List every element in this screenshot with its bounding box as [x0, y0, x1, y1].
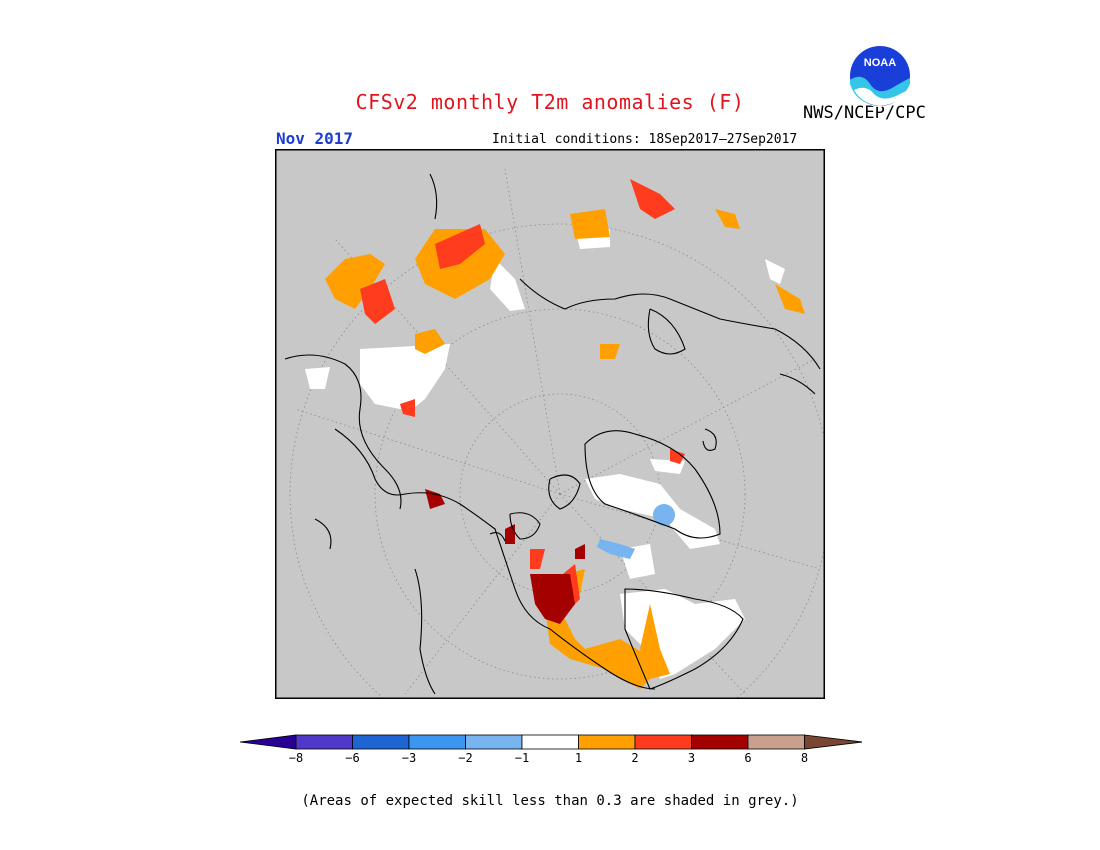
initial-conditions: Initial conditions: 18Sep2017–27Sep2017 — [492, 132, 798, 147]
map-title: CFSv2 monthly T2m anomalies (F) — [355, 90, 745, 114]
coastlines — [284, 173, 821, 695]
colorbar-swatch — [804, 734, 862, 750]
anomaly-darkred — [425, 489, 585, 624]
map-frame — [275, 149, 825, 699]
colorbar-swatch — [295, 734, 353, 750]
colorbar-tick-label: −2 — [458, 751, 473, 765]
colorbar-tick-label: 2 — [631, 751, 639, 765]
forecast-month: Nov 2017 — [276, 129, 354, 148]
colorbar-tick-label: 3 — [687, 751, 696, 765]
colorbar-swatches — [239, 734, 862, 750]
noaa-logo: NOAA — [849, 45, 911, 107]
colorbar — [239, 734, 862, 750]
skill-footnote: (Areas of expected skill less than 0.3 a… — [301, 793, 799, 809]
colorbar-swatch — [465, 734, 523, 750]
colorbar-tick-label: 1 — [574, 751, 583, 765]
colorbar-swatch — [691, 734, 749, 750]
colorbar-tick-label: −8 — [288, 751, 304, 765]
anomaly-lightblue — [597, 504, 675, 559]
anomaly-white — [305, 229, 785, 679]
colorbar-swatch — [578, 734, 636, 750]
arctic-anomaly-map — [275, 149, 825, 699]
colorbar-swatch — [239, 734, 297, 750]
colorbar-tick-label: −3 — [401, 751, 417, 765]
agency-label: NWS/NCEP/CPC — [803, 103, 926, 123]
logo-text: NOAA — [864, 57, 896, 69]
colorbar-tick-label: −6 — [345, 751, 360, 765]
colorbar-swatch — [747, 734, 805, 750]
colorbar-swatch — [521, 734, 579, 750]
colorbar-swatch — [352, 734, 410, 750]
colorbar-tick-label: −1 — [514, 751, 530, 765]
colorbar-swatch — [408, 734, 466, 750]
colorbar-tick-label: 6 — [744, 751, 752, 765]
colorbar-swatch — [634, 734, 692, 750]
colorbar-tick-label: 8 — [800, 751, 809, 765]
